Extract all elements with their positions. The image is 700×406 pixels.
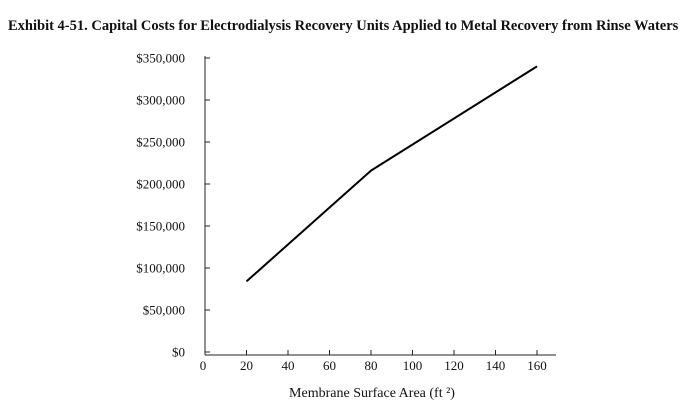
chart-title: Exhibit 4-51. Capital Costs for Electrod… xyxy=(8,18,679,34)
x-tick-label: 80 xyxy=(365,358,378,373)
x-tick-label: 0 xyxy=(200,358,207,373)
x-axis-ticks: 0 20 40 60 80 100 120 140 160 xyxy=(200,350,547,373)
y-tick-label: $0 xyxy=(172,345,185,360)
x-tick-label: 20 xyxy=(240,358,253,373)
y-tick-label: $100,000 xyxy=(136,261,185,276)
y-tick-label: $150,000 xyxy=(136,219,185,234)
y-tick-label: $200,000 xyxy=(136,177,185,192)
x-tick-label: 40 xyxy=(282,358,295,373)
x-axis-title: Membrane Surface Area (ft ²) xyxy=(289,386,455,401)
y-tick-label: $250,000 xyxy=(136,135,185,150)
x-tick-label: 140 xyxy=(486,358,506,373)
series-line xyxy=(245,65,538,283)
x-tick-label: 120 xyxy=(444,358,464,373)
x-tick-label: 160 xyxy=(527,358,547,373)
y-axis-ticks: $0 $50,000 $100,000 $150,000 $200,000 $250,00… xyxy=(136,51,210,360)
y-tick-label: $300,000 xyxy=(136,93,185,108)
y-tick-label: $50,000 xyxy=(143,303,185,318)
x-tick-label: 100 xyxy=(403,358,423,373)
x-tick-label: 60 xyxy=(323,358,336,373)
y-tick-label: $350,000 xyxy=(136,51,185,66)
series-group xyxy=(245,65,538,283)
